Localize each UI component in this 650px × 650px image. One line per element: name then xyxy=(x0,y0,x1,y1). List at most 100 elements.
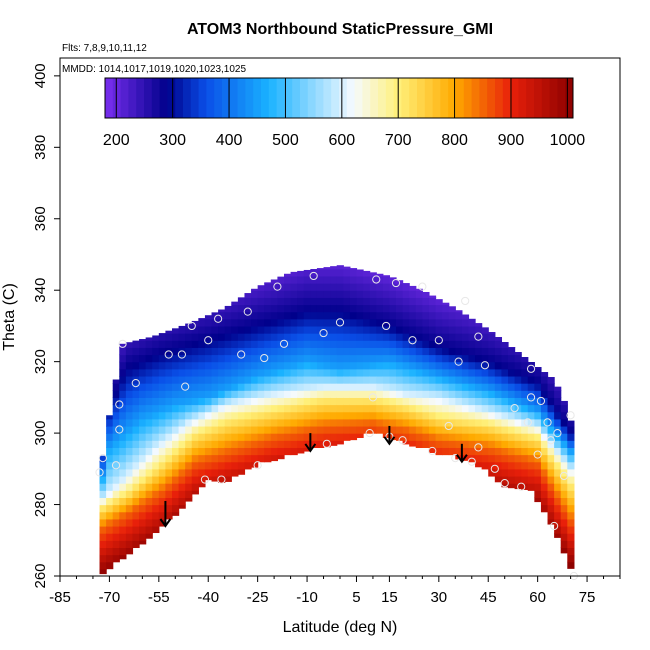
heatmap-cell xyxy=(251,290,259,298)
heatmap-cell xyxy=(501,418,509,427)
heatmap-cell xyxy=(139,340,147,348)
heatmap-cell xyxy=(442,433,450,441)
heatmap-cell xyxy=(172,354,180,363)
heatmap-cell xyxy=(349,354,358,363)
heatmap-cell xyxy=(237,361,246,370)
heatmap-cell xyxy=(165,454,173,463)
heatmap-cell xyxy=(514,483,522,490)
heatmap-cell xyxy=(396,347,404,356)
heatmap-cell xyxy=(415,404,423,413)
y-axis-label: Theta (C) xyxy=(1,283,18,351)
heatmap-cell xyxy=(139,454,147,463)
heatmap-cell xyxy=(132,418,140,427)
heatmap-cell xyxy=(540,411,549,420)
heatmap-cell xyxy=(145,511,153,520)
heatmap-cell xyxy=(382,275,391,277)
heatmap-cell xyxy=(534,367,542,370)
heatmap-cell xyxy=(132,518,140,527)
heatmap-cell xyxy=(237,304,246,313)
heatmap-cell xyxy=(356,354,364,363)
heatmap-cell xyxy=(382,333,391,341)
heatmap-cell xyxy=(415,290,423,298)
heatmap-cell xyxy=(382,383,391,391)
heatmap-cell xyxy=(303,447,311,452)
heatmap-cell xyxy=(356,347,364,356)
heatmap-cell xyxy=(152,433,160,441)
heatmap-cell xyxy=(119,554,127,560)
heatmap-cell xyxy=(257,347,265,356)
heatmap-cell xyxy=(316,304,325,313)
heatmap-cell xyxy=(356,269,364,277)
heatmap-cell xyxy=(231,311,239,320)
heatmap-cell xyxy=(336,418,344,427)
heatmap-cell xyxy=(165,504,173,513)
heatmap-cell xyxy=(231,433,239,441)
heatmap-cell xyxy=(99,461,107,470)
heatmap-cell xyxy=(363,354,371,363)
heatmap-cell xyxy=(231,354,239,363)
heatmap-cell xyxy=(172,390,180,398)
heatmap-cell xyxy=(481,447,489,456)
colorbar-tick-label: 400 xyxy=(216,132,243,149)
heatmap-cell xyxy=(461,318,470,327)
heatmap-cell xyxy=(112,483,120,491)
heatmap-cell xyxy=(382,347,391,356)
heatmap-cell xyxy=(251,325,259,334)
heatmap-cell xyxy=(185,433,193,441)
heatmap-cell xyxy=(369,275,377,284)
colorbar-cell xyxy=(151,78,161,118)
heatmap-cell xyxy=(152,454,160,463)
heatmap-cell xyxy=(475,354,483,363)
heatmap-cell xyxy=(567,433,575,441)
heatmap-cell xyxy=(396,361,404,370)
colorbar-cell xyxy=(424,78,434,118)
heatmap-cell xyxy=(112,554,120,563)
colorbar-cell xyxy=(448,78,457,118)
heatmap-cell xyxy=(330,433,338,441)
heatmap-cell xyxy=(349,311,358,320)
heatmap-cell xyxy=(501,454,509,463)
heatmap-cell xyxy=(508,418,516,427)
heatmap-cell xyxy=(481,383,489,391)
heatmap-cell xyxy=(448,383,456,391)
heatmap-cell xyxy=(290,411,298,420)
observation-point xyxy=(365,429,374,438)
heatmap-cell xyxy=(112,397,120,406)
heatmap-cell xyxy=(172,383,180,391)
heatmap-cell xyxy=(560,461,568,470)
heatmap-cell xyxy=(349,411,358,420)
heatmap-cell xyxy=(396,297,404,306)
heatmap-cell xyxy=(119,440,127,448)
heatmap-cell xyxy=(376,340,384,348)
observation-point xyxy=(214,314,223,323)
heatmap-cell xyxy=(185,333,193,341)
heatmap-cell xyxy=(165,333,173,341)
heatmap-cell xyxy=(204,315,213,320)
heatmap-cell xyxy=(402,390,410,398)
heatmap-cell xyxy=(382,411,391,420)
heatmap-cell xyxy=(237,440,246,448)
heatmap-cell xyxy=(508,404,516,413)
heatmap-cell xyxy=(264,304,272,313)
heatmap-cell xyxy=(330,311,338,320)
heatmap-cell xyxy=(323,375,331,384)
heatmap-cell xyxy=(185,340,193,348)
heatmap-cell xyxy=(290,271,298,277)
heatmap-cell xyxy=(547,475,555,484)
heatmap-cell xyxy=(178,454,186,463)
heatmap-cell xyxy=(119,361,127,370)
heatmap-cell xyxy=(336,347,344,356)
heatmap-cell xyxy=(277,454,285,460)
heatmap-cell xyxy=(251,361,259,370)
heatmap-cell xyxy=(389,354,397,363)
heatmap-cell xyxy=(99,518,107,527)
heatmap-cell xyxy=(508,454,516,463)
heatmap-cell xyxy=(369,418,377,427)
heatmap-cell xyxy=(527,468,535,477)
heatmap-cell xyxy=(435,304,443,313)
heatmap-cell xyxy=(198,475,206,484)
heatmap-cell xyxy=(284,390,292,398)
heatmap-cell xyxy=(303,390,311,398)
heatmap-cell xyxy=(448,311,456,320)
heatmap-cell xyxy=(409,411,417,420)
